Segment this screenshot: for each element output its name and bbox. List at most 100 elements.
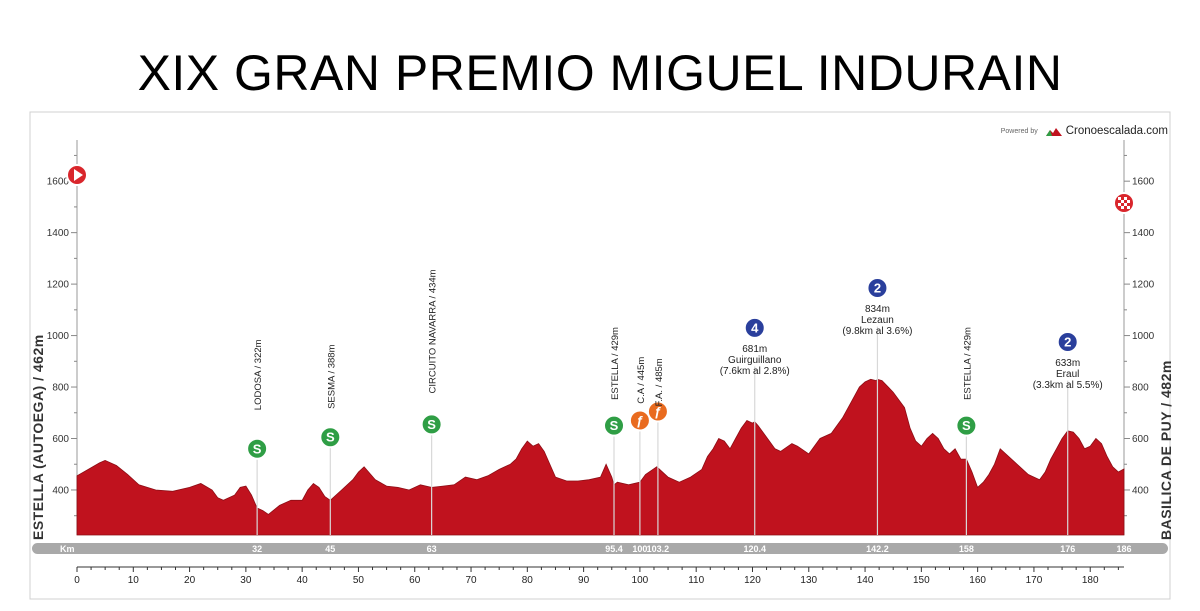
y-tick-label-right: 1000 <box>1132 331 1155 342</box>
chart-frame <box>29 111 1171 600</box>
y-tick-label-left: 600 <box>52 434 69 445</box>
climb-detail: (3.3km al 5.5%) <box>1033 380 1103 391</box>
checkered-flag-icon <box>1118 197 1121 200</box>
checkered-flag-icon <box>1124 197 1127 200</box>
finish-label: BASILICA DE PUY / 482m <box>1158 360 1174 540</box>
checkered-flag-icon <box>1124 203 1127 206</box>
climb-name: Eraul <box>1056 369 1079 380</box>
markers-layer: S LODOSA / 322m S SESMA / 388m S CIRCUITO NAV… <box>246 269 1103 535</box>
x-tick-label: 140 <box>857 575 874 586</box>
km-bar-label: 63 <box>427 544 437 554</box>
checkered-flag-icon <box>1121 200 1124 203</box>
x-tick-label: 10 <box>128 575 140 586</box>
km-bar-label: 103.2 <box>647 544 670 554</box>
climb-detail: (9.8km al 3.6%) <box>842 326 912 337</box>
y-tick-label-left: 400 <box>52 485 69 496</box>
sprint-label: LODOSA / 322m <box>253 339 264 410</box>
climb-icon <box>1056 331 1079 354</box>
climb-name: Lezaun <box>861 315 894 326</box>
km-bar-label: 176 <box>1060 544 1075 554</box>
checkered-flag-icon <box>1127 206 1130 209</box>
km-bar-label: 100 <box>632 544 647 554</box>
sprint-icon <box>319 426 342 449</box>
bonus-icon-glyph: ƒ <box>636 413 643 428</box>
y-tick-label-left: 1200 <box>47 280 70 291</box>
x-tick-label: 50 <box>353 575 365 586</box>
km-bar-label: 120.4 <box>743 544 766 554</box>
x-tick-label: 170 <box>1026 575 1043 586</box>
page-title: XIX GRAN PREMIO MIGUEL INDURAIN <box>137 45 1063 101</box>
y-tick-label-right: 1600 <box>1132 177 1155 188</box>
km-bar-label: 142.2 <box>866 544 889 554</box>
y-tick-label-left: 1600 <box>47 177 70 188</box>
climb-icon-glyph: 2 <box>1064 335 1071 350</box>
y-tick-label-right: 400 <box>1132 485 1149 496</box>
x-tick-label: 130 <box>800 575 817 586</box>
y-tick-label-left: 1400 <box>47 228 70 239</box>
sprint-icon-glyph: S <box>253 441 262 456</box>
climb-icon-glyph: 2 <box>874 280 881 295</box>
x-tick-label: 160 <box>969 575 986 586</box>
profile-area <box>76 378 1125 536</box>
km-bar-label: 32 <box>252 544 262 554</box>
y-tick-label-left: 1000 <box>47 331 70 342</box>
bonus-icon-glyph: ƒ <box>654 404 661 419</box>
sprint-icon-glyph: S <box>326 430 335 445</box>
y-tick-label-right: 1200 <box>1132 280 1155 291</box>
bonus-icon <box>628 409 651 432</box>
checkered-flag-icon <box>1127 200 1130 203</box>
play-triangle-icon <box>74 169 83 181</box>
km-bar-track <box>32 543 1168 554</box>
climb-altitude: 834m <box>865 304 890 315</box>
sprint-label: CIRCUITO NAVARRA / 434m <box>428 269 439 393</box>
powered-by-label: Powered by <box>1000 127 1038 135</box>
powered-by-brand: Powered by Cronoescalada.com <box>1001 125 1168 137</box>
climb-altitude: 681m <box>742 344 767 355</box>
km-bar-label: 158 <box>959 544 974 554</box>
start-label: ESTELLA (AUTOEGA) / 462m <box>30 334 46 540</box>
brand-name: Cronoescalada.com <box>1065 125 1168 137</box>
x-tick-label: 30 <box>240 575 252 586</box>
x-tick-label: 70 <box>465 575 477 586</box>
km-bar-label: 95.4 <box>605 544 623 554</box>
climb-icon <box>866 276 889 299</box>
y-axis-left: 400 600 800 1000 1200 1400 1600 <box>47 140 78 535</box>
x-axis: 0 10 20 30 40 50 60 70 80 90 100 110 120 130 140 150 160… <box>74 566 1124 586</box>
climb-altitude: 633m <box>1055 358 1080 369</box>
x-tick-label: 100 <box>632 575 649 586</box>
climb-name: Guirguillano <box>728 355 782 366</box>
sprint-label: SESMA / 388m <box>326 344 337 409</box>
climb-icon <box>743 316 766 339</box>
y-tick-label-left: 800 <box>52 383 69 394</box>
y-tick-label-right: 1400 <box>1132 228 1155 239</box>
mountains-logo-icon <box>1045 127 1062 136</box>
km-bar-label: 186 <box>1116 544 1131 554</box>
bonus-label: F.A. / 485m <box>654 358 665 406</box>
sprint-icon-glyph: S <box>427 417 436 432</box>
x-tick-label: 0 <box>74 575 80 586</box>
bonus-icon <box>646 400 669 423</box>
km-bar: Km 32 45 63 95.4 100 103.2 120.4 142.2 158 176 186 <box>32 543 1168 554</box>
y-tick-label-right: 600 <box>1132 434 1149 445</box>
x-tick-label: 120 <box>744 575 761 586</box>
x-tick-label: 80 <box>522 575 534 586</box>
x-tick-label: 110 <box>688 575 704 586</box>
km-bar-label: 45 <box>325 544 335 554</box>
sprint-icon <box>603 414 626 437</box>
checkered-flag-icon <box>1118 203 1121 206</box>
bonus-label: C.A / 445m <box>636 357 647 404</box>
x-tick-label: 90 <box>578 575 590 586</box>
sprint-label: ESTELLA / 429m <box>610 327 621 400</box>
km-bar-title: Km <box>60 544 75 554</box>
checkered-flag-icon <box>1121 206 1124 209</box>
sprint-icon <box>246 437 269 460</box>
climb-detail: (7.6km al 2.8%) <box>720 366 790 377</box>
x-tick-label: 60 <box>409 575 421 586</box>
sprint-icon <box>420 413 443 436</box>
flags-layer <box>66 140 1135 214</box>
climb-icon-glyph: 4 <box>751 320 759 335</box>
sprint-icon-glyph: S <box>610 418 619 433</box>
sprint-icon-glyph: S <box>962 418 971 433</box>
x-tick-label: 20 <box>184 575 196 586</box>
